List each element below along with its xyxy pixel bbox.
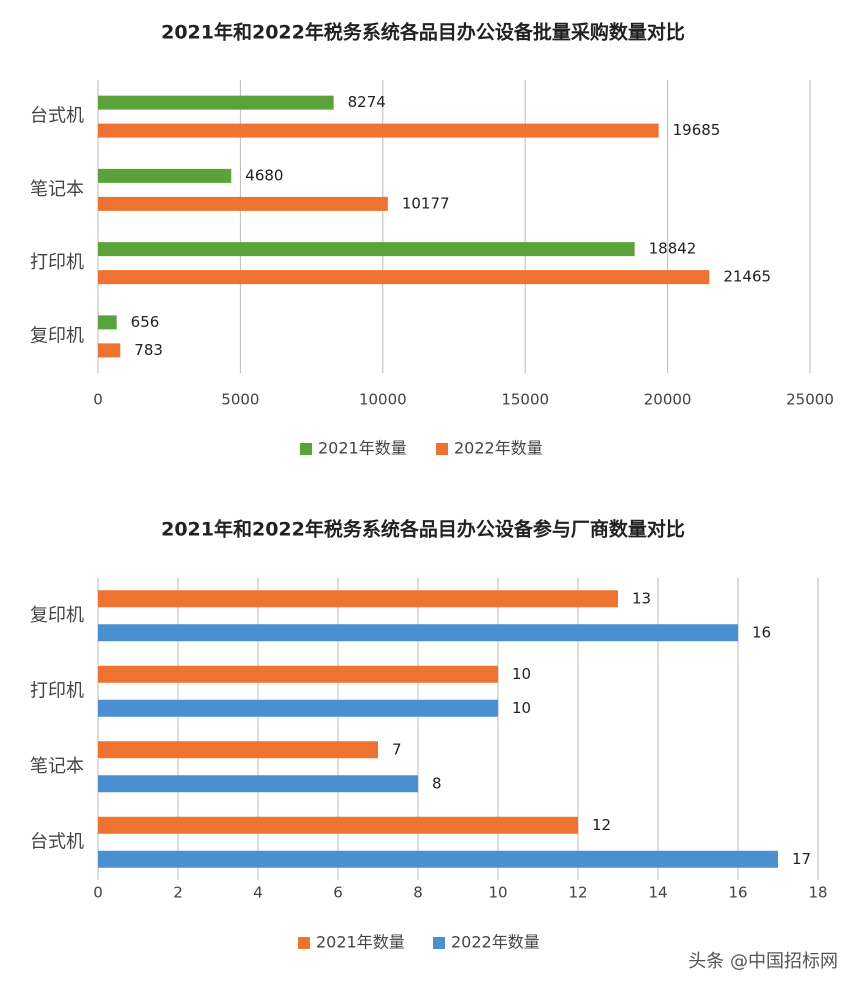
bar [98,699,498,717]
bar [98,665,498,683]
x-tick-label: 6 [333,884,343,902]
bar [98,741,378,759]
value-label: 13 [632,589,651,607]
x-tick-label: 4 [253,884,263,902]
x-tick-label: 0 [93,391,103,409]
legend-label: 2021年数量 [316,933,405,952]
bar [98,196,388,211]
value-label: 10177 [402,194,450,212]
legend-label: 2022年数量 [454,439,543,458]
y-tick-label: 台式机 [30,106,84,127]
x-tick-label: 10000 [359,391,407,409]
legend-label: 2022年数量 [451,933,540,952]
value-label: 8 [432,774,442,792]
bar [98,242,635,257]
value-label: 10 [512,699,531,717]
x-tick-label: 0 [93,884,103,902]
chart-title: 2021年和2022年税务系统各品目办公设备批量采购数量对比 [161,21,685,44]
y-tick-label: 打印机 [30,680,84,701]
legend-swatch [433,937,445,949]
x-tick-label: 16 [728,884,747,902]
value-label: 4680 [245,166,283,184]
y-tick-label: 笔记本 [30,179,84,200]
value-label: 7 [392,740,402,758]
value-label: 17 [792,850,811,868]
x-tick-label: 20000 [644,391,692,409]
value-label: 18842 [649,240,697,258]
bar [98,95,334,110]
bar [98,775,418,793]
value-label: 12 [592,816,611,834]
value-label: 19685 [673,121,721,139]
bar [98,123,659,138]
x-tick-label: 8 [413,884,423,902]
y-tick-label: 复印机 [30,605,84,626]
bar [98,270,710,285]
y-tick-label: 台式机 [30,831,84,852]
bar [98,590,618,608]
value-label: 10 [512,665,531,683]
value-label: 656 [131,313,160,331]
y-tick-label: 笔记本 [30,756,84,777]
x-tick-label: 15000 [501,391,549,409]
bar [98,168,232,183]
x-tick-label: 18 [808,884,827,902]
x-tick-label: 14 [648,884,667,902]
watermark: 头条 @中国招标网 [688,951,838,972]
x-tick-label: 2 [173,884,183,902]
x-tick-label: 12 [568,884,587,902]
value-label: 21465 [723,268,771,286]
bar [98,624,738,642]
x-tick-label: 10 [488,884,507,902]
legend-swatch [298,937,310,949]
legend-label: 2021年数量 [318,439,407,458]
chart-title: 2021年和2022年税务系统各品目办公设备参与厂商数量对比 [161,518,685,541]
x-tick-label: 5000 [221,391,259,409]
bar [98,315,117,330]
value-label: 16 [752,623,771,641]
bar [98,850,778,868]
y-tick-label: 打印机 [30,252,84,273]
legend-swatch [436,443,448,455]
y-tick-label: 复印机 [30,325,84,346]
x-tick-label: 25000 [786,391,834,409]
bar [98,343,121,358]
value-label: 783 [134,341,163,359]
value-label: 8274 [348,93,386,111]
legend-swatch [300,443,312,455]
bar [98,816,578,834]
